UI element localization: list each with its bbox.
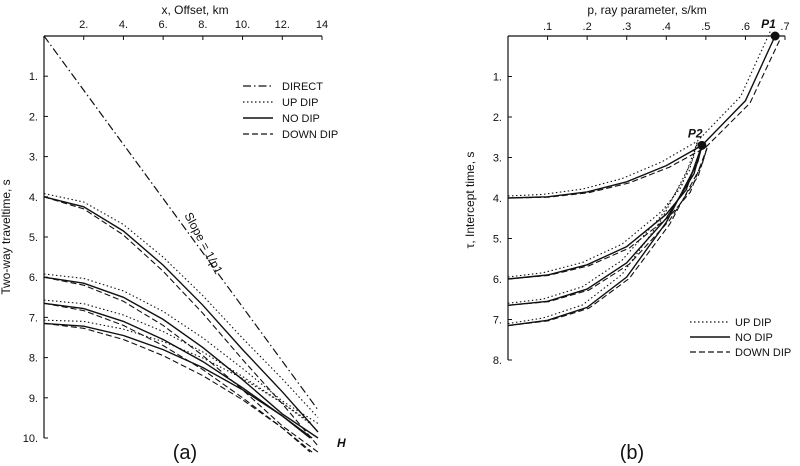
b-legend-downdip-label: DOWN DIP — [735, 347, 791, 359]
b-x-tick-label: .7 — [780, 21, 789, 33]
b-point-label: P1 — [761, 17, 776, 31]
b-nodip-curve — [507, 145, 703, 306]
h-annotation: H — [337, 436, 346, 450]
b-point-p2 — [697, 140, 707, 150]
b-y-tick-label: 3. — [493, 153, 502, 165]
legend-downdip-label: DOWN DIP — [282, 129, 338, 141]
b-x-tick-label: .5 — [701, 21, 710, 33]
b-y-tick-label: 1. — [493, 72, 502, 84]
b-updip-curve — [507, 142, 698, 304]
a-nodip-curve — [43, 302, 313, 439]
panel-a-xlabel: x, Offset, km — [161, 3, 228, 17]
panel-a-legend: DIRECT UP DIP NO DIP DOWN DIP — [243, 81, 338, 141]
b-nodip-curve — [507, 145, 703, 327]
a-y-tick-label: 5. — [29, 232, 38, 244]
a-y-tick-label: 4. — [29, 192, 38, 204]
b-point-p1 — [770, 31, 780, 41]
b-x-tick-label: .6 — [741, 21, 750, 33]
panel-b-x-ticks: .1 .2 .3 .4 .5 .6 .7 — [543, 21, 790, 40]
a-x-tick-label: 12. — [275, 19, 290, 31]
a-nodip-curve — [43, 276, 319, 439]
a-y-tick-label: 10. — [23, 433, 38, 445]
panel-a-x-ticks: 2. 4. 6. 8. 10. 12. 14 — [79, 19, 328, 40]
b-y-tick-label: 4. — [493, 193, 502, 205]
a-updip-curve — [43, 193, 319, 418]
a-y-tick-label: 9. — [29, 393, 38, 405]
b-x-tick-label: .4 — [662, 21, 671, 33]
b-nodip-curve — [507, 35, 776, 199]
legend-direct-label: DIRECT — [282, 81, 323, 93]
a-x-tick-label: 4. — [119, 19, 128, 31]
a-x-tick-label: 14 — [316, 19, 328, 31]
b-y-tick-label: 2. — [493, 112, 502, 124]
panel-b: p, ray parameter, s/km τ, Intercept time… — [463, 3, 791, 464]
a-nodip-curve — [43, 196, 319, 433]
panel-b-caption: (b) — [620, 442, 644, 464]
panel-b-points: P1 P2 — [688, 17, 780, 150]
legend-updip-label: UP DIP — [282, 97, 318, 109]
slope-annotation: Slope = 1/p1 — [181, 210, 225, 277]
a-y-tick-label: 1. — [29, 71, 38, 83]
a-x-tick-label: 2. — [79, 19, 88, 31]
b-legend-updip-label: UP DIP — [735, 317, 771, 329]
panel-b-ylabel: τ, Intercept time, s — [463, 152, 477, 249]
panel-a-caption: (a) — [173, 442, 197, 464]
b-x-tick-label: .1 — [543, 21, 552, 33]
a-x-tick-label: 10. — [235, 19, 250, 31]
b-updip-curve — [507, 142, 698, 278]
b-updip-curve — [507, 30, 771, 197]
panel-b-legend: UP DIP NO DIP DOWN DIP — [690, 317, 791, 359]
b-point-label: P2 — [688, 126, 703, 140]
legend-nodip-label: NO DIP — [282, 113, 320, 125]
b-downdip-curve — [507, 38, 781, 199]
b-y-tick-label: 6. — [493, 274, 502, 286]
a-direct-line — [43, 35, 319, 411]
a-downdip-curve — [43, 322, 311, 453]
panel-a: x, Offset, km Two-way traveltime, s 2. 4.… — [0, 3, 346, 464]
b-downdip-curve — [507, 147, 708, 306]
a-y-tick-label: 6. — [29, 272, 38, 284]
b-downdip-curve — [507, 147, 708, 327]
b-updip-curve — [507, 142, 698, 325]
a-x-tick-label: 8. — [198, 19, 207, 31]
a-downdip-curve — [43, 276, 319, 453]
a-nodip-curve — [43, 322, 311, 439]
a-y-tick-label: 2. — [29, 111, 38, 123]
a-y-tick-label: 3. — [29, 152, 38, 164]
b-y-tick-label: 7. — [493, 315, 502, 327]
panel-a-ylabel: Two-way traveltime, s — [0, 179, 13, 294]
a-y-tick-label: 8. — [29, 353, 38, 365]
b-y-tick-label: 5. — [493, 234, 502, 246]
panel-b-y-ticks: 1. 2. 3. 4. 5. 6. 7. 8. — [493, 72, 512, 367]
a-downdip-curve — [43, 196, 319, 447]
a-y-tick-label: 7. — [29, 312, 38, 324]
b-x-tick-label: .3 — [622, 21, 631, 33]
panel-a-series — [43, 35, 319, 453]
b-downdip-curve — [507, 147, 708, 280]
panel-b-xlabel: p, ray parameter, s/km — [587, 3, 706, 17]
b-x-tick-label: .2 — [583, 21, 592, 33]
b-y-tick-label: 8. — [493, 355, 502, 367]
panel-a-y-ticks: 1. 2. 3. 4. 5. 6. 7. 8. 9. 10. — [23, 71, 48, 445]
a-x-tick-label: 6. — [159, 19, 168, 31]
a-updip-curve — [43, 319, 311, 424]
panel-b-series — [507, 30, 781, 327]
b-legend-nodip-label: NO DIP — [735, 332, 773, 344]
